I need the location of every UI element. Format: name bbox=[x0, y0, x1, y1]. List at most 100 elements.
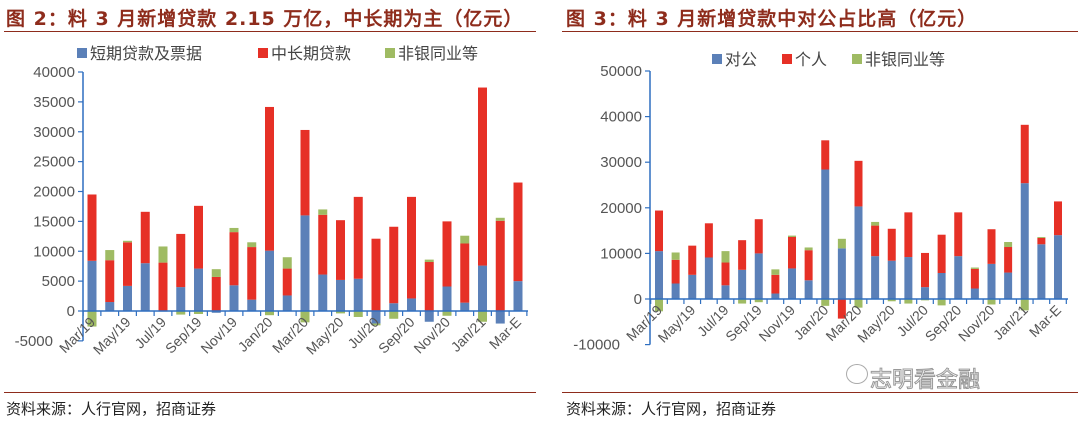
bar-segment bbox=[282, 268, 292, 296]
bar-segment bbox=[788, 235, 796, 237]
y-tick-label: 0 bbox=[67, 303, 75, 320]
bar-segment bbox=[871, 225, 880, 257]
bar-segment bbox=[721, 251, 730, 263]
bar-segment bbox=[513, 281, 523, 311]
bar-segment bbox=[389, 226, 399, 304]
bar-segment bbox=[478, 87, 487, 266]
bar-segment bbox=[353, 196, 363, 279]
legend-swatch bbox=[385, 48, 395, 58]
bar-segment bbox=[1020, 183, 1029, 299]
y-tick-label: 35000 bbox=[33, 94, 75, 111]
bar-segment bbox=[887, 299, 896, 302]
title-rule-right bbox=[562, 31, 1078, 32]
bar-segment bbox=[987, 263, 996, 299]
bar-segment bbox=[987, 229, 996, 264]
bar-segment bbox=[887, 260, 896, 299]
bar-segment bbox=[353, 311, 363, 317]
bar-segment bbox=[229, 285, 239, 311]
bar-segment bbox=[229, 232, 239, 286]
bar-segment bbox=[1054, 201, 1062, 236]
bar-segment bbox=[158, 246, 168, 263]
x-tick-label: May/20 bbox=[854, 302, 898, 346]
bar-segment bbox=[318, 214, 328, 275]
x-tick-label: Nov/19 bbox=[755, 302, 798, 345]
bar-segment bbox=[194, 268, 203, 311]
bar-segment bbox=[87, 311, 97, 327]
bar-segment bbox=[300, 129, 310, 216]
y-tick-label: 10000 bbox=[600, 245, 642, 262]
bar-segment bbox=[194, 311, 203, 314]
source-rule-right bbox=[562, 392, 1078, 393]
bar-segment bbox=[704, 257, 713, 299]
bar-segment bbox=[804, 280, 813, 299]
bar-segment bbox=[1054, 235, 1062, 299]
y-tick-label: 0 bbox=[634, 291, 642, 308]
bar-segment bbox=[442, 311, 452, 316]
bar-segment bbox=[887, 228, 896, 261]
bar-segment bbox=[371, 323, 381, 326]
bar-segment bbox=[495, 217, 505, 221]
y-tick-label: 20000 bbox=[600, 200, 642, 217]
bar-segment bbox=[318, 274, 328, 311]
bar-segment bbox=[937, 234, 946, 274]
legend-swatch bbox=[258, 48, 268, 58]
bar-segment bbox=[87, 194, 97, 261]
bar-segment bbox=[821, 169, 830, 299]
source-rule-left bbox=[4, 392, 536, 393]
bar-segment bbox=[854, 160, 863, 207]
bar-segment bbox=[904, 257, 913, 299]
bar-segment bbox=[158, 262, 168, 311]
y-tick-label: 30000 bbox=[33, 124, 75, 141]
bar-segment bbox=[871, 256, 880, 299]
legend-label: 中长期贷款 bbox=[271, 44, 351, 63]
bar-segment bbox=[140, 211, 150, 264]
bar-segment bbox=[460, 235, 470, 244]
bar-segment bbox=[247, 247, 257, 300]
bar-segment bbox=[123, 242, 132, 286]
bar-segment bbox=[954, 212, 963, 257]
bar-segment bbox=[987, 299, 996, 305]
bar-segment bbox=[904, 299, 913, 304]
bar-segment bbox=[265, 106, 274, 251]
bar-segment bbox=[954, 256, 963, 299]
bar-segment bbox=[87, 260, 97, 311]
legend-label: 非银同业等 bbox=[865, 50, 945, 69]
x-tick-label: Sep/19 bbox=[722, 302, 765, 345]
bar-segment bbox=[336, 220, 345, 280]
bar-segment bbox=[247, 299, 257, 311]
bar-segment bbox=[970, 288, 979, 299]
bar-segment bbox=[176, 287, 186, 311]
legend-label: 非银同业等 bbox=[398, 44, 478, 63]
bar-segment bbox=[407, 298, 416, 311]
y-tick-label: 50000 bbox=[600, 63, 642, 80]
bar-segment bbox=[970, 268, 979, 289]
bar-segment bbox=[688, 274, 697, 299]
bar-segment bbox=[655, 299, 663, 312]
legend-label: 对公 bbox=[725, 50, 757, 69]
bar-segment bbox=[282, 257, 292, 269]
bar-segment bbox=[904, 212, 913, 258]
bar-segment bbox=[871, 221, 880, 226]
bar-segment bbox=[821, 140, 830, 170]
bar-segment bbox=[738, 269, 747, 299]
bar-segment bbox=[495, 220, 505, 311]
y-tick-label: 40000 bbox=[600, 109, 642, 126]
bar-segment bbox=[282, 295, 292, 311]
x-tick-label: Jan/21 bbox=[990, 302, 1031, 343]
bar-segment bbox=[265, 311, 274, 316]
bar-segment bbox=[247, 242, 257, 248]
y-tick-label: 20000 bbox=[33, 184, 75, 201]
bar-segment bbox=[176, 233, 186, 288]
bar-segment bbox=[442, 286, 452, 311]
y-tick-label: 40000 bbox=[33, 64, 75, 81]
bar-segment bbox=[229, 227, 239, 233]
bar-segment bbox=[123, 285, 132, 311]
bar-segment bbox=[921, 252, 929, 288]
bar-segment bbox=[424, 262, 434, 311]
bar-segment bbox=[211, 276, 221, 311]
bar-segment bbox=[754, 219, 763, 254]
bar-segment bbox=[837, 299, 846, 319]
bar-segment bbox=[424, 311, 434, 322]
bar-segment bbox=[105, 260, 115, 303]
bar-segment bbox=[721, 285, 730, 299]
